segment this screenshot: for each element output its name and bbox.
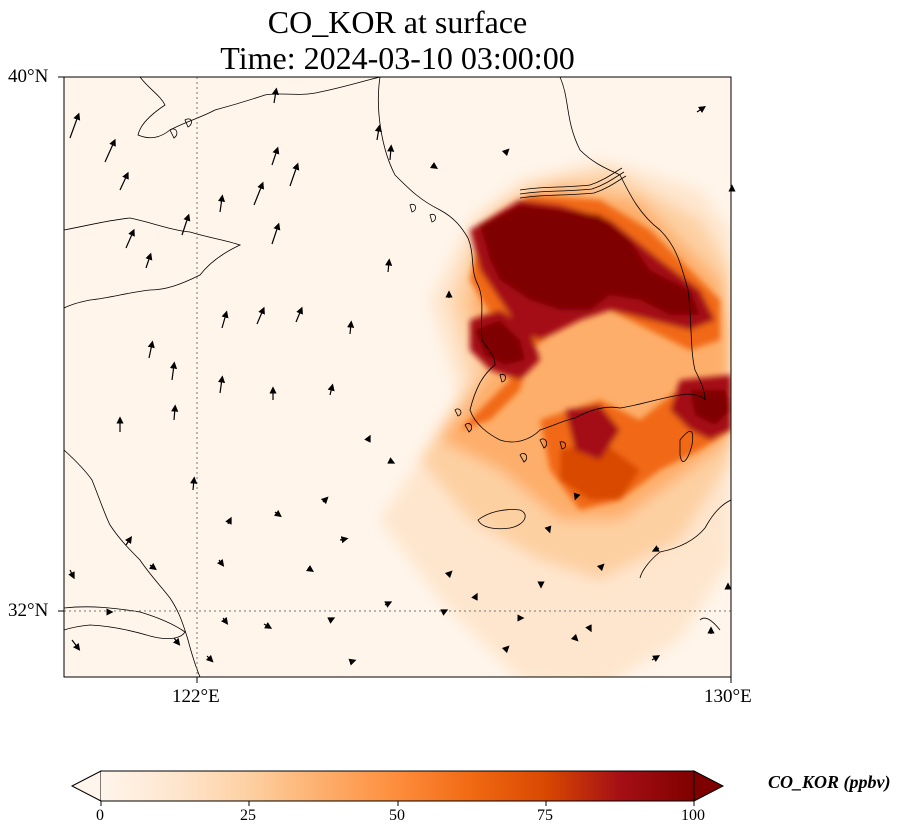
wind-arrow <box>68 569 75 580</box>
wind-arrow <box>471 592 478 601</box>
wind-arrow <box>430 162 438 169</box>
map-title: CO_KOR at surface <box>267 4 528 40</box>
colorbar-title: CO_KOR (ppbv) <box>768 772 891 792</box>
wind-arrow <box>295 306 303 323</box>
colorbar-tick-100: 100 <box>681 807 705 824</box>
colorbar-tick-0: 0 <box>96 807 104 824</box>
wind-arrow <box>273 509 282 518</box>
wind-arrow <box>125 228 135 249</box>
wind-arrow <box>104 138 116 163</box>
wind-vectors <box>68 87 736 666</box>
wind-arrow <box>256 306 265 325</box>
wind-arrow <box>216 558 225 567</box>
wind-arrow <box>348 658 357 666</box>
colorbar-tick-50: 50 <box>389 807 405 824</box>
axis-ticks <box>58 76 732 683</box>
colorbar-extend-max <box>693 770 725 802</box>
lon-label-130e: 130°E <box>704 686 752 707</box>
wind-arrow <box>119 171 129 191</box>
wind-arrow <box>374 124 382 141</box>
wind-arrow <box>125 536 132 546</box>
wind-arrow <box>217 375 226 394</box>
wind-arrow <box>585 624 592 633</box>
wind-arrow <box>271 146 280 166</box>
wind-arrow <box>444 570 453 579</box>
wind-arrow <box>263 622 273 629</box>
gridlines <box>64 77 731 677</box>
wind-arrow <box>171 404 179 421</box>
wind-arrow <box>501 645 510 654</box>
wind-arrow <box>544 525 552 534</box>
wind-arrow <box>339 536 349 544</box>
wind-arrow <box>221 310 229 329</box>
wind-arrow <box>573 492 581 501</box>
wind-arrow <box>69 112 81 139</box>
lon-label-122e: 122°E <box>172 686 220 707</box>
wind-arrow <box>387 457 396 464</box>
wind-arrow <box>190 476 198 491</box>
wind-arrow <box>181 213 191 236</box>
wind-arrow <box>696 106 706 113</box>
wind-arrow <box>271 87 279 104</box>
lat-label-32n: 32°N <box>8 600 49 621</box>
wind-arrow <box>145 252 153 269</box>
concentration-field <box>380 160 731 677</box>
wind-arrow <box>570 633 579 642</box>
wind-arrow <box>271 222 281 245</box>
wind-arrow <box>225 516 232 525</box>
wind-arrow <box>651 545 660 552</box>
wind-arrow <box>596 563 605 572</box>
wind-arrow <box>364 434 371 443</box>
wind-arrow <box>289 162 300 187</box>
wind-arrow <box>327 617 336 624</box>
wind-arrow <box>320 496 329 505</box>
colorbar-gradient <box>101 771 694 801</box>
wind-arrow <box>387 144 395 161</box>
map-time-subtitle: Time: 2024-03-10 03:00:00 <box>220 40 575 76</box>
wind-arrow <box>172 637 181 646</box>
wind-arrow <box>220 616 229 625</box>
wind-arrow <box>148 562 157 571</box>
colorbar-tick-75: 75 <box>537 807 553 824</box>
wind-arrow <box>651 655 661 662</box>
wind-arrow <box>306 565 314 572</box>
wind-arrow <box>217 194 226 213</box>
coastlines <box>64 77 731 677</box>
wind-arrow <box>253 181 265 206</box>
wind-arrow <box>384 601 393 608</box>
wind-arrow <box>440 609 449 616</box>
colorbar-extend-min <box>70 770 102 802</box>
wind-arrow <box>71 639 81 651</box>
map-frame <box>63 76 732 678</box>
colorbar <box>70 770 725 806</box>
colorbar-tick-25: 25 <box>240 807 256 824</box>
lat-label-40n: 40°N <box>8 66 49 87</box>
wind-arrow <box>205 654 214 663</box>
wind-arrow <box>327 383 335 396</box>
wind-arrow <box>385 258 393 273</box>
wind-arrow <box>169 361 178 381</box>
wind-arrow <box>147 340 155 359</box>
wind-arrow <box>501 148 510 157</box>
wind-arrow <box>347 320 355 335</box>
